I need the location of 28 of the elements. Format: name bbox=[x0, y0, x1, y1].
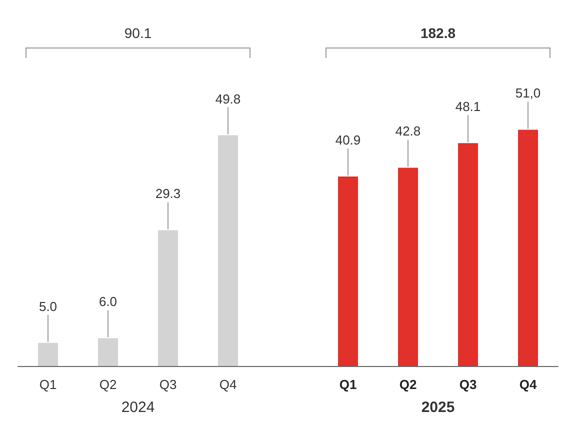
bar bbox=[38, 342, 58, 366]
bar bbox=[398, 168, 418, 366]
bar bbox=[338, 176, 358, 366]
x-tick-label: Q3 bbox=[159, 377, 177, 392]
text: 182.8 bbox=[420, 25, 456, 41]
data-label: 49.8 bbox=[215, 91, 241, 106]
data-label: 6.0 bbox=[98, 294, 118, 310]
x-tick-label: Q4 bbox=[219, 377, 237, 392]
bar bbox=[158, 230, 178, 366]
data-label: 29.3 bbox=[155, 186, 181, 202]
data-label: 40.9 bbox=[335, 132, 361, 148]
data-label: 48.1 bbox=[455, 99, 481, 114]
bar bbox=[458, 143, 478, 366]
x-tick-label: Q1 bbox=[339, 377, 357, 392]
text: 2025 bbox=[421, 399, 455, 416]
data-label: 42.8 bbox=[395, 124, 421, 139]
bar bbox=[218, 135, 238, 366]
data-label: 5.0 bbox=[38, 298, 58, 314]
bar bbox=[98, 338, 118, 366]
text: 2024 bbox=[121, 399, 155, 416]
x-tick-label: Q2 bbox=[99, 377, 117, 392]
x-tick-label: Q2 bbox=[399, 377, 417, 392]
data-label: 51,0 bbox=[515, 86, 541, 101]
x-tick-label: Q3 bbox=[459, 377, 477, 392]
x-tick-label: Q4 bbox=[519, 377, 538, 392]
x-tick-label: Q1 bbox=[39, 377, 57, 392]
bar bbox=[518, 130, 538, 366]
text: 90.1 bbox=[124, 25, 152, 41]
